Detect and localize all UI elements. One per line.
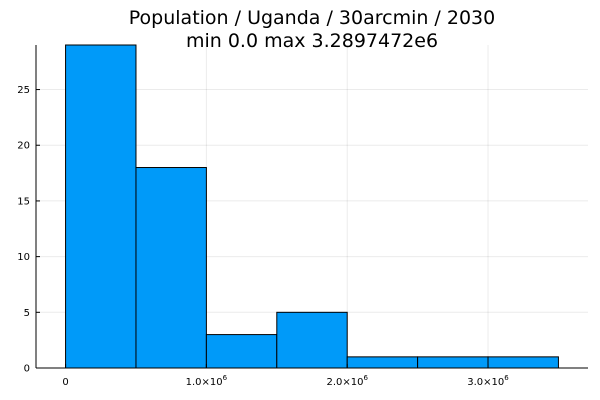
y-tick-label-4: 20 — [17, 141, 30, 152]
y-tick-label-2: 10 — [17, 252, 30, 263]
histogram-bar-0 — [65, 44, 137, 369]
histogram-bar-4 — [346, 356, 419, 369]
y-tick-label-0: 0 — [24, 364, 30, 375]
x-tick-label-2: 2.0×106 — [326, 374, 368, 388]
y-tick-label-3: 15 — [17, 196, 30, 207]
histogram-bar-5 — [417, 356, 489, 369]
chart-subtitle: min 0.0 max 3.2897472e6 — [186, 30, 438, 52]
axes-layer — [35, 45, 588, 369]
chart-title: Population / Uganda / 30arcmin / 2030 — [129, 7, 495, 29]
histogram-bar-2 — [205, 334, 278, 369]
histogram-bar-6 — [487, 356, 559, 369]
histogram-bar-3 — [276, 311, 348, 369]
x-tick-label-0: 0 — [62, 377, 68, 388]
x-tick-label-3: 3.0×106 — [467, 374, 509, 388]
y-tick-label-5: 25 — [17, 85, 30, 96]
ticks-layer: 0 1.0×106 2.0×106 3.0×106 0 5 10 15 20 25 — [17, 85, 509, 388]
y-tick-label-1: 5 — [24, 308, 30, 319]
histogram-bar-1 — [135, 167, 207, 369]
x-tick-label-1: 1.0×106 — [186, 374, 228, 388]
bars-layer — [65, 44, 559, 369]
